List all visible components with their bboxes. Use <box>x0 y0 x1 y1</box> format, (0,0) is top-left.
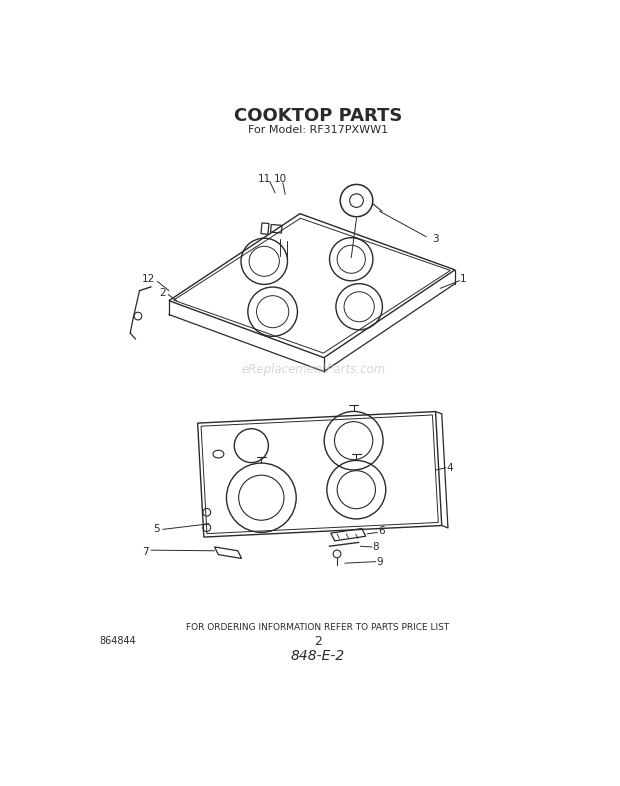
Text: FOR ORDERING INFORMATION REFER TO PARTS PRICE LIST: FOR ORDERING INFORMATION REFER TO PARTS … <box>186 623 450 632</box>
Text: 848-E-2: 848-E-2 <box>291 649 345 663</box>
Text: 8: 8 <box>373 542 379 552</box>
Text: 4: 4 <box>446 463 453 472</box>
Text: 7: 7 <box>143 548 149 557</box>
Text: 9: 9 <box>376 556 383 567</box>
Text: COOKTOP PARTS: COOKTOP PARTS <box>234 107 402 125</box>
Text: 1: 1 <box>460 274 467 284</box>
Text: eReplacementParts.com: eReplacementParts.com <box>242 363 386 376</box>
Text: For Model: RF317PXWW1: For Model: RF317PXWW1 <box>247 125 388 134</box>
Text: 2: 2 <box>314 634 322 648</box>
Text: 11: 11 <box>258 174 271 184</box>
Text: 6: 6 <box>378 526 384 536</box>
Text: 12: 12 <box>142 274 156 284</box>
Text: 3: 3 <box>432 234 439 244</box>
Text: 5: 5 <box>153 524 160 534</box>
Bar <box>261 223 269 234</box>
Text: 864844: 864844 <box>99 636 136 646</box>
Text: 2: 2 <box>159 288 166 298</box>
Text: 10: 10 <box>274 174 287 184</box>
Bar <box>270 225 282 233</box>
